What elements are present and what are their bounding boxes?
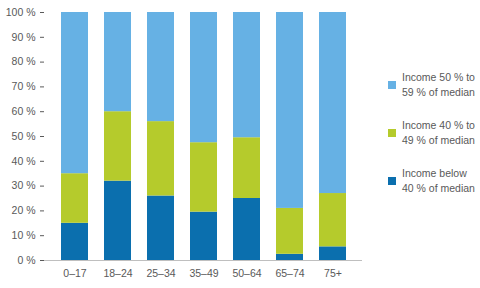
svg-text:50–64: 50–64 — [232, 267, 261, 279]
svg-text:50 %: 50 % — [12, 130, 36, 142]
html-text:Income 40 % to 49 % of median: Income 40 % to 49 % of median — [402, 119, 475, 146]
svg-text:100 %: 100 % — [6, 6, 36, 18]
svg-text:40 %: 40 % — [12, 155, 36, 167]
svg-text:10 %: 10 % — [12, 229, 36, 241]
svg-text:90 %: 90 % — [12, 31, 36, 43]
svg-text:30 %: 30 % — [12, 179, 36, 191]
svg-text:60 %: 60 % — [12, 105, 36, 117]
svg-text:0 %: 0 % — [17, 254, 35, 266]
svg-text:25–34: 25–34 — [146, 267, 175, 279]
html-text:Income 50 % to 59 % of median: Income 50 % to 59 % of median — [402, 71, 475, 98]
svg-text:0–17: 0–17 — [63, 267, 87, 279]
svg-text:80 %: 80 % — [12, 55, 36, 67]
svg-text:35–49: 35–49 — [189, 267, 218, 279]
svg-text:18–24: 18–24 — [103, 267, 132, 279]
svg-text:75+: 75+ — [324, 267, 342, 279]
svg-text:20 %: 20 % — [12, 204, 36, 216]
svg-text:70 %: 70 % — [12, 80, 36, 92]
html-text:Income below 40 % of median: Income below 40 % of median — [402, 167, 475, 194]
svg-text:65–74: 65–74 — [275, 267, 304, 279]
